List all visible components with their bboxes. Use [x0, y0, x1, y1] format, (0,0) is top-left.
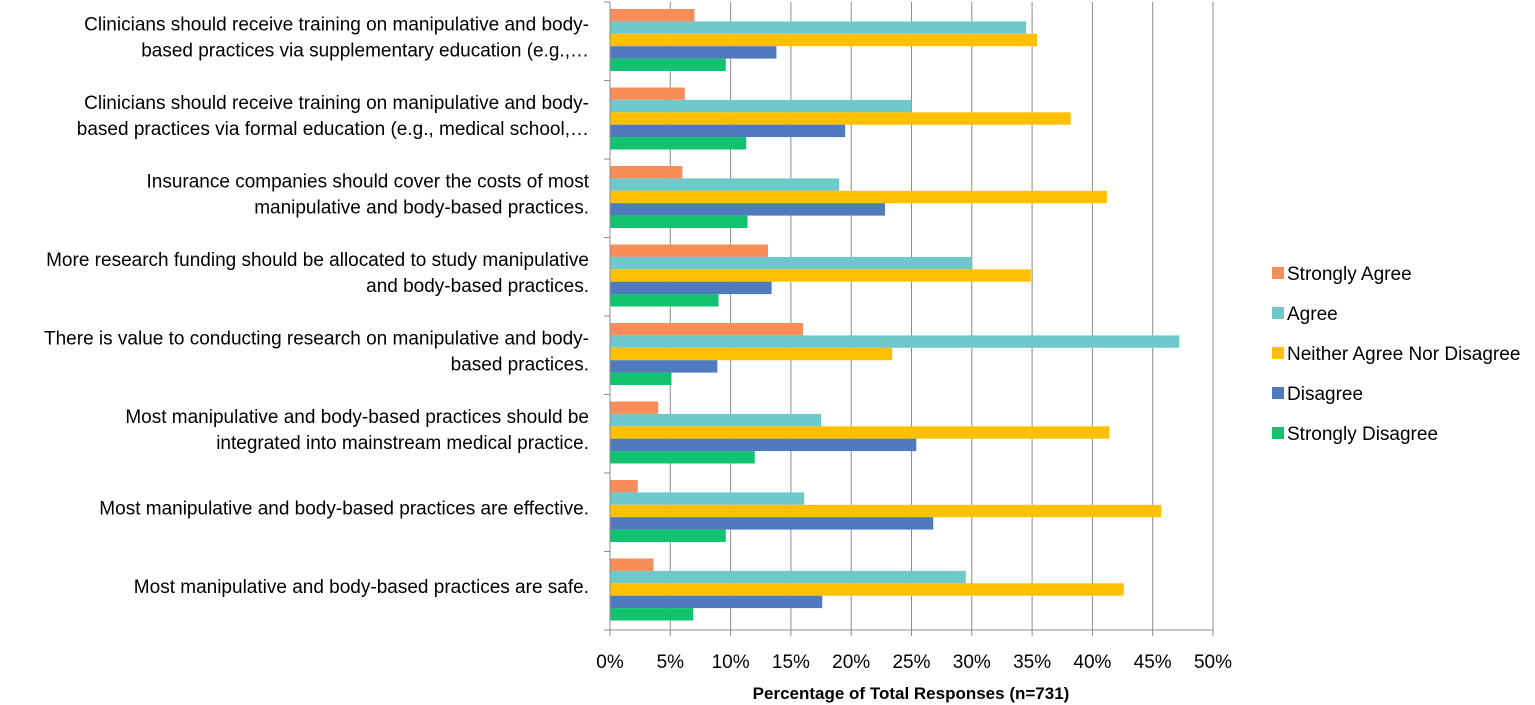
x-tick-label-35: 35% [1013, 652, 1051, 673]
bar-disagree-cat-5 [610, 360, 718, 373]
legend-label-strongly-disagree: Strongly Disagree [1287, 424, 1438, 445]
bar-strongly-disagree-cat-4 [610, 294, 719, 307]
legend-swatch-neither-agree-nor-disagree [1272, 347, 1284, 359]
x-tick-label-0: 0% [596, 652, 624, 673]
category-label-8: Most manipulative and body-based practic… [134, 577, 589, 598]
category-label-2: Clinicians should receive training on ma… [77, 93, 589, 140]
bar-disagree-cat-2 [610, 124, 846, 138]
gridlines [669, 2, 1214, 630]
bar-strongly-disagree-cat-2 [610, 137, 747, 150]
category-label-line: Most manipulative and body-based practic… [134, 577, 589, 598]
bar-strongly-agree-cat-6 [610, 401, 659, 414]
legend: Strongly Agree Agree Neither Agree Nor Dis… [1272, 264, 1520, 445]
bar-strongly-disagree-cat-6 [610, 451, 755, 464]
legend-label-agree: Agree [1287, 304, 1338, 325]
bar-neither-agree-nor-disagree-cat-7 [610, 504, 1162, 518]
category-label-6: Most manipulative and body-based practic… [125, 407, 589, 454]
x-tick-label-40: 40% [1073, 652, 1111, 673]
category-label-line: Clinicians should receive training on ma… [84, 93, 589, 114]
bar-agree-cat-2 [610, 99, 912, 113]
category-label-line: integrated into mainstream medical pract… [216, 433, 589, 454]
bar-disagree-cat-8 [610, 595, 823, 609]
bar-agree-cat-5 [610, 335, 1180, 348]
legend-label-neither-agree-nor-disagree: Neither Agree Nor Disagree [1287, 344, 1520, 365]
bar-strongly-disagree-cat-7 [610, 529, 726, 542]
category-label-line: based practices. [451, 354, 589, 375]
bar-neither-agree-nor-disagree-cat-3 [610, 190, 1107, 204]
axes [604, 1, 1214, 636]
bar-strongly-disagree-cat-3 [610, 215, 748, 228]
bar-agree-cat-3 [610, 178, 840, 191]
x-tick-label-5: 5% [657, 652, 685, 673]
x-tick-label-20: 20% [832, 652, 870, 673]
bar-strongly-disagree-cat-8 [610, 608, 694, 621]
bar-strongly-agree-cat-4 [610, 244, 768, 257]
legend-swatch-strongly-agree [1272, 267, 1284, 279]
bar-strongly-agree-cat-5 [610, 323, 803, 336]
x-tick-labels: 0% 5% 10% 15% 20% 25% 30% 35% 40% 45% 50% [596, 652, 1232, 673]
category-label-line: There is value to conducting research on… [44, 328, 589, 349]
category-label-3: Insurance companies should cover the cos… [146, 171, 589, 218]
category-label-line: based practices via supplementary educat… [141, 40, 589, 61]
x-tick-label-50: 50% [1194, 652, 1232, 673]
bar-neither-agree-nor-disagree-cat-5 [610, 347, 893, 361]
x-tick-label-15: 15% [772, 652, 810, 673]
legend-swatch-strongly-disagree [1272, 427, 1284, 439]
bar-strongly-agree-cat-2 [610, 87, 685, 100]
bar-strongly-agree-cat-3 [610, 166, 683, 179]
x-tick-label-30: 30% [953, 652, 991, 673]
bar-strongly-agree-cat-1 [610, 9, 695, 22]
bar-neither-agree-nor-disagree-cat-6 [610, 426, 1110, 439]
bar-strongly-disagree-cat-1 [610, 58, 726, 71]
category-label-line: Most manipulative and body-based practic… [99, 498, 589, 519]
category-label-line: Most manipulative and body-based practic… [125, 407, 589, 428]
bar-agree-cat-8 [610, 570, 966, 584]
category-label-line: Clinicians should receive training on ma… [84, 14, 589, 35]
bar-neither-agree-nor-disagree-cat-4 [610, 269, 1031, 282]
bar-agree-cat-4 [610, 256, 972, 270]
category-label-7: Most manipulative and body-based practic… [99, 498, 589, 519]
bar-disagree-cat-1 [610, 46, 777, 59]
bar-disagree-cat-3 [610, 203, 885, 216]
legend-label-disagree: Disagree [1287, 384, 1363, 405]
bar-neither-agree-nor-disagree-cat-8 [610, 583, 1124, 596]
bar-agree-cat-7 [610, 492, 805, 505]
bar-strongly-disagree-cat-5 [610, 372, 672, 385]
legend-swatch-disagree [1272, 387, 1284, 399]
category-label-line: and body-based practices. [366, 276, 589, 297]
x-tick-label-45: 45% [1134, 652, 1172, 673]
x-tick-label-25: 25% [892, 652, 930, 673]
x-axis-title: Percentage of Total Responses (n=731) [753, 684, 1070, 703]
category-label-1: Clinicians should receive training on ma… [84, 14, 589, 61]
bar-agree-cat-1 [610, 21, 1027, 34]
bar-disagree-cat-7 [610, 517, 934, 530]
legend-label-strongly-agree: Strongly Agree [1287, 264, 1412, 285]
bar-disagree-cat-4 [610, 281, 772, 295]
category-label-line: Insurance companies should cover the cos… [146, 171, 589, 192]
category-label-line: based practices via formal education (e.… [77, 119, 589, 140]
category-label-line: manipulative and body-based practices. [254, 197, 589, 218]
category-label-line: More research funding should be allocate… [46, 250, 589, 271]
x-tick-label-10: 10% [712, 652, 750, 673]
category-label-5: There is value to conducting research on… [44, 328, 589, 375]
category-label-4: More research funding should be allocate… [46, 250, 589, 297]
legend-swatch-agree [1272, 307, 1284, 319]
bar-strongly-agree-cat-7 [610, 480, 638, 493]
bar-disagree-cat-6 [610, 438, 917, 452]
bar-neither-agree-nor-disagree-cat-2 [610, 112, 1071, 125]
category-labels: Clinicians should receive training on ma… [44, 14, 590, 598]
bar-agree-cat-6 [610, 413, 822, 427]
bar-strongly-agree-cat-8 [610, 558, 654, 571]
bars [610, 9, 1180, 621]
bar-neither-agree-nor-disagree-cat-1 [610, 33, 1037, 47]
